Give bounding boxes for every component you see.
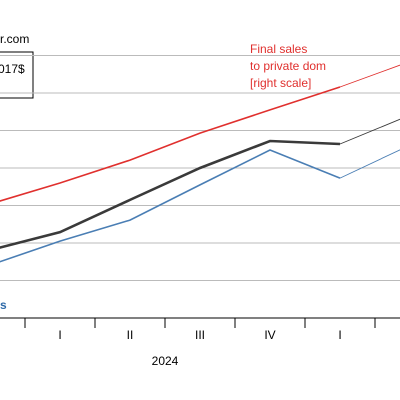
annotation: [right scale] [250, 76, 311, 90]
annotation: Final sales [250, 42, 307, 56]
x-tick-label: IV [264, 328, 275, 342]
line [0, 86, 341, 202]
annotation: to private dom [250, 59, 326, 73]
line-extension [339, 149, 400, 179]
x-tick-label: I [58, 328, 61, 342]
legend-box [0, 51, 34, 99]
line [0, 139, 341, 249]
line-extension [339, 118, 400, 145]
line-extension [339, 64, 400, 88]
legend-text: 017$ [0, 62, 25, 76]
x-tick-label: II [127, 328, 134, 342]
source-text: r.com [0, 32, 29, 46]
line [0, 149, 341, 263]
year-label: 2024 [152, 354, 179, 368]
x-tick-label: III [195, 328, 205, 342]
annotation: s [0, 298, 7, 312]
x-tick-label: I [338, 328, 341, 342]
